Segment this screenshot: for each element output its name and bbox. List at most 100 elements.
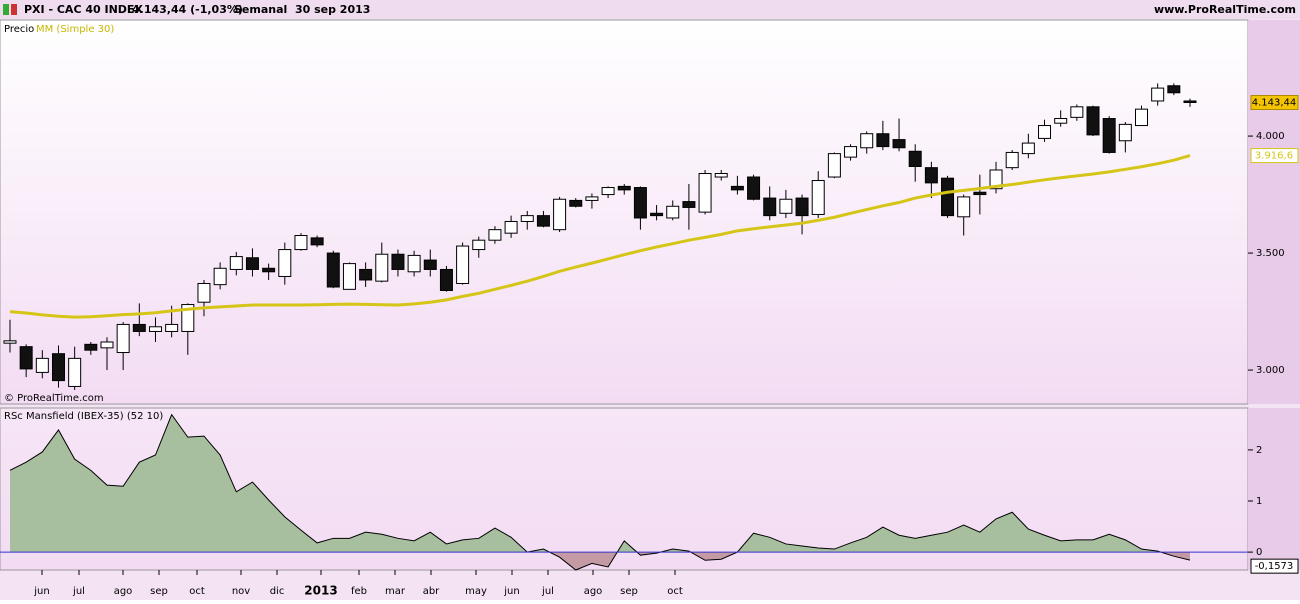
candle-body	[326, 252, 340, 288]
candle-body	[1054, 118, 1068, 124]
candle-body	[763, 197, 777, 217]
candle-body	[1118, 123, 1132, 142]
candle-body	[132, 323, 146, 332]
header-bar	[0, 0, 1300, 19]
candle-body	[536, 215, 550, 227]
ma-label: MM (Simple 30)	[36, 24, 114, 35]
candle-body	[488, 229, 502, 241]
candle-body	[391, 253, 405, 270]
x-tick-label: mar	[385, 586, 406, 597]
x-tick-label: sep	[150, 586, 168, 597]
candle-body	[3, 340, 17, 344]
rsc-axis	[1248, 408, 1300, 570]
x-tick-label: nov	[232, 586, 250, 597]
candle-body	[423, 259, 437, 270]
price-axis	[1248, 20, 1300, 404]
candle-body	[84, 343, 98, 351]
x-tick-label: dic	[270, 586, 285, 597]
candle-body	[924, 167, 938, 184]
candle-body	[795, 197, 809, 217]
y-tick-label: 1	[1256, 496, 1262, 507]
ma-tag-label: 3.916,6	[1255, 151, 1293, 162]
candle-body	[68, 357, 82, 387]
candle-body	[472, 239, 486, 251]
price-label: Precio	[4, 24, 34, 35]
candle-body	[1038, 125, 1052, 139]
candle-body	[407, 254, 421, 273]
candle-body	[892, 139, 906, 149]
candle-body	[973, 191, 987, 196]
candle-body	[1005, 151, 1019, 169]
candle-body	[116, 323, 130, 354]
candle-body	[989, 169, 1003, 190]
candle-body	[213, 267, 227, 286]
candle-body	[811, 180, 825, 215]
period: Semanal 30 sep 2013	[234, 3, 370, 16]
candle-body	[601, 187, 615, 196]
rsc-line	[9, 413, 1191, 571]
candle-body	[876, 133, 890, 148]
candle-body	[585, 196, 599, 201]
candle-body	[827, 153, 841, 178]
candle-body	[844, 146, 858, 158]
candle-body	[633, 187, 647, 219]
price-tag	[1250, 95, 1299, 111]
candle-body	[957, 196, 971, 218]
candle-body	[520, 215, 534, 222]
x-tick-label: oct	[189, 586, 205, 597]
icon	[3, 4, 9, 15]
x-tick-label: abr	[423, 586, 440, 597]
candle-body	[860, 133, 874, 149]
candle-body	[35, 357, 49, 373]
candle-body	[456, 245, 470, 284]
candle-body	[359, 268, 373, 281]
symbol: PXI - CAC 40 INDEX	[24, 3, 143, 16]
moving-average	[9, 154, 1191, 319]
x-tick-label: 2013	[304, 584, 337, 598]
candle-body	[650, 212, 664, 217]
candle-body	[1183, 100, 1197, 104]
candle-body	[148, 326, 162, 332]
candle-body	[553, 198, 567, 231]
candle-body	[165, 323, 179, 332]
candle-body	[1102, 118, 1116, 153]
x-tick-label: jun	[33, 586, 49, 597]
y-tick-label: 4.000	[1256, 131, 1285, 142]
rsc-area	[10, 414, 1190, 570]
quote: 4.143,44 (-1,03%)	[132, 3, 243, 16]
candle-body	[1070, 106, 1084, 118]
x-tick-label: oct	[667, 586, 683, 597]
candle-body	[19, 346, 33, 370]
candle-body	[100, 341, 114, 349]
candle-body	[375, 253, 389, 282]
x-tick-label: feb	[351, 586, 367, 597]
candle-body	[941, 177, 955, 217]
candle-body	[1021, 142, 1035, 155]
y-tick-label: 3.500	[1256, 248, 1285, 259]
ma-tag	[1250, 148, 1299, 164]
candle-body	[779, 198, 793, 214]
candle-body	[310, 237, 324, 246]
x-tick-label: jun	[503, 586, 519, 597]
candle-body	[294, 235, 308, 251]
y-tick-label: 2	[1256, 445, 1262, 456]
candle-body	[504, 220, 518, 234]
candle-body	[908, 150, 922, 167]
candle-body	[682, 201, 696, 208]
candle-body	[262, 267, 276, 273]
y-tick-label: 0	[1256, 547, 1262, 558]
candle-body	[229, 256, 243, 270]
rsc-tag-label: -0,1573	[1255, 561, 1294, 572]
candle-body	[747, 176, 761, 200]
candle-body	[278, 249, 292, 277]
candle-body	[1135, 108, 1149, 127]
price-panel	[0, 19, 1249, 405]
x-tick-label: sep	[620, 586, 638, 597]
rsc-tag	[1250, 558, 1299, 574]
x-tick-label: jul	[72, 586, 85, 597]
candle-body	[51, 353, 65, 382]
x-tick-label: ago	[114, 586, 133, 597]
x-tick-label: may	[465, 586, 487, 597]
